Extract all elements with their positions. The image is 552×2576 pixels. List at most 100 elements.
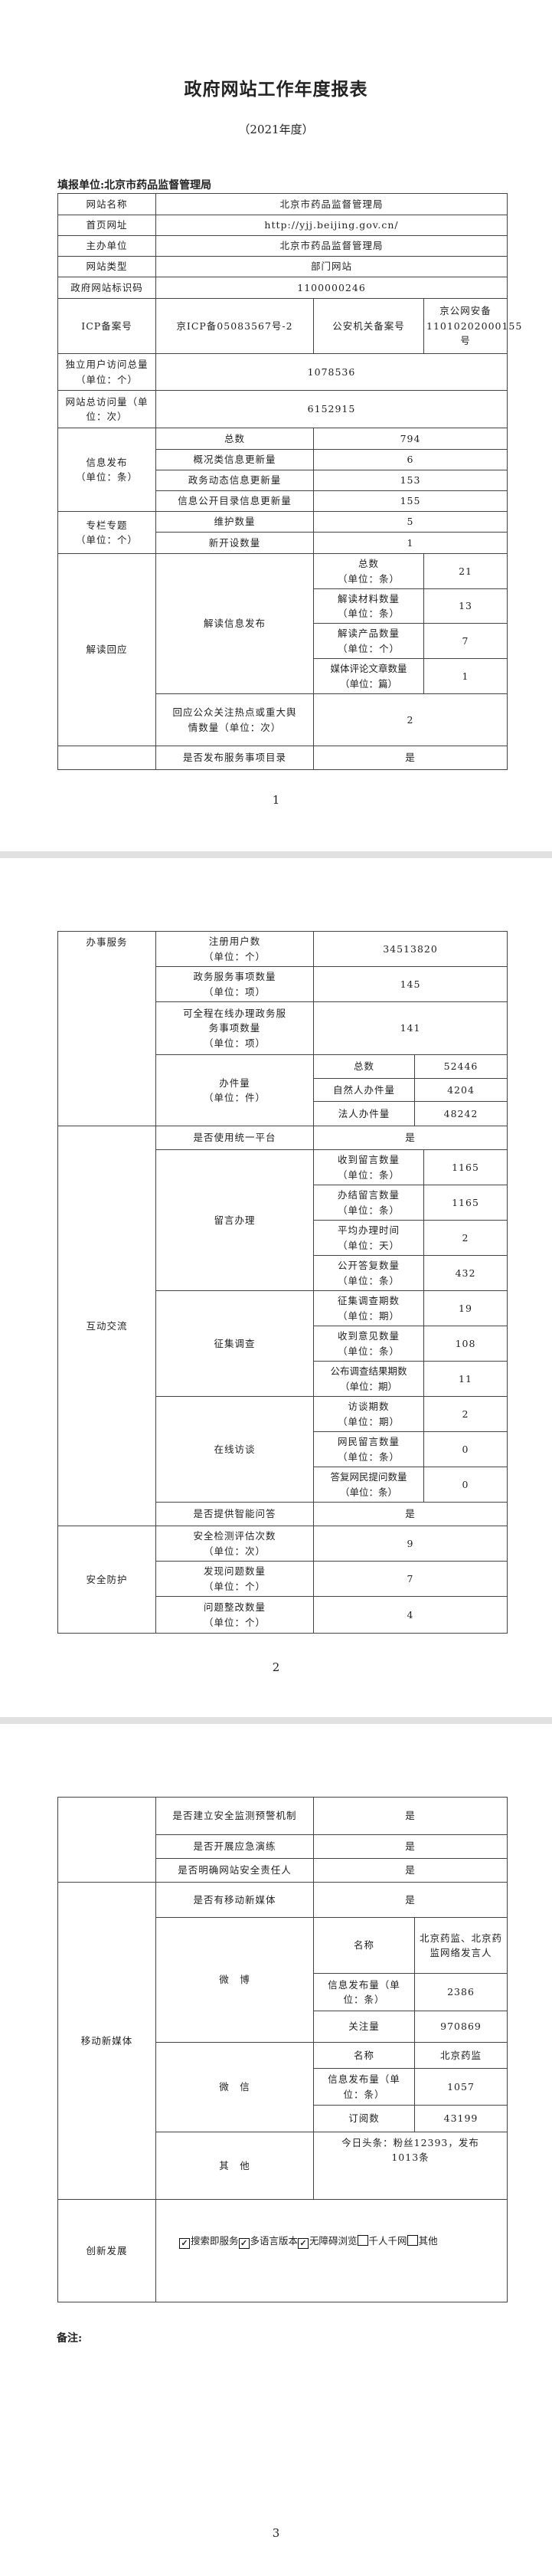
report-table-page-2: 办事服务 注册用户数 （单位：个） 34513820 政务服务事项数量 （单位：项） 14… xyxy=(57,931,508,1634)
row-security: 问题整改数量 （单位：个） 4 xyxy=(58,1596,508,1634)
checkbox-icon[interactable] xyxy=(407,2234,418,2246)
value: 9 xyxy=(312,1526,508,1562)
row-columns: 新开设数量 1 xyxy=(58,532,508,554)
filling-unit: 填报单位:北京市药品监督管理局 xyxy=(57,179,212,192)
sub-group-label: 解读信息发布 xyxy=(155,553,314,694)
label: 名称 xyxy=(313,2042,415,2069)
row-messages: 办结留言数量 （单位：条） 1165 xyxy=(58,1185,508,1221)
checkbox-icon[interactable]: ✓ xyxy=(238,2237,250,2249)
value: 是 xyxy=(312,1882,508,1918)
report-table-page-1: 网站名称 北京市药品监督管理局 首页网址 http://yjj.beijing.go… xyxy=(57,193,521,770)
label: 政务动态信息更新量 xyxy=(155,470,314,491)
page-separator xyxy=(0,1717,552,1724)
page-number: 2 xyxy=(272,1660,280,1674)
value: 北京市药品监督管理局 xyxy=(155,235,508,257)
row-wechat: 订阅数 43199 xyxy=(58,2105,508,2132)
row-homepage: 首页网址 http://yjj.beijing.gov.cn/ xyxy=(57,215,508,236)
group-label: 信息发布 （单位：条） xyxy=(57,428,156,512)
value: 2 xyxy=(423,1396,508,1432)
page-number: 3 xyxy=(272,2526,280,2540)
label: 信息发布量（单位：条） xyxy=(313,2068,415,2106)
label: 网民留言数量 （单位：条） xyxy=(313,1431,424,1467)
checkbox-option[interactable]: ✓ 无障碍浏览 xyxy=(298,2235,358,2249)
checkbox-icon[interactable]: ✓ xyxy=(298,2237,309,2249)
label: 是否建立安全监测预警机制 xyxy=(155,1797,314,1835)
value: 2 xyxy=(312,693,508,746)
value: 48242 xyxy=(413,1101,508,1126)
homepage-link[interactable]: http://yjj.beijing.gov.cn/ xyxy=(155,215,508,236)
row-security-more: 是否开展应急演练是 xyxy=(58,1834,508,1859)
row-interpret: 媒体评论文章数量 （单位：篇） 1 xyxy=(58,658,508,694)
row-site-type: 网站类型 部门网站 xyxy=(57,256,508,277)
sub-group-label: 其 他 xyxy=(155,2132,314,2200)
label: 网站总访问量（单位：次） xyxy=(57,390,156,428)
label: 首页网址 xyxy=(57,215,156,236)
group-label: 移动新媒体 xyxy=(57,1882,156,2200)
value: 34513820 xyxy=(312,931,508,967)
group-label: 专栏专题 （单位：个） xyxy=(57,511,156,554)
value: 1 xyxy=(423,658,508,694)
label: 网站名称 xyxy=(57,193,156,215)
checkbox-option[interactable]: 千人千网 xyxy=(357,2234,407,2247)
sub-group-label: 微 信 xyxy=(155,2042,314,2132)
row-icp: ICP备案号 京ICP备05083567号-2 公安机关备案号 京公网安备110102… xyxy=(57,298,521,354)
row-interview: 在线访谈 访谈期数 （单位：期） 2 xyxy=(58,1396,508,1503)
label: 公开答复数量 （单位：条） xyxy=(313,1255,424,1291)
label: 信息公开目录信息更新量 xyxy=(155,490,314,512)
value: 是 xyxy=(312,1834,508,1859)
group-label: 办事服务 xyxy=(57,931,156,1126)
label: 可全程在线办理政务服务事项数量 （单位：项） xyxy=(155,1001,314,1055)
value: 京ICP备05083567号-2 xyxy=(155,298,314,354)
value: 6 xyxy=(312,449,508,470)
checkbox-option[interactable]: ✓ 搜索即服务 xyxy=(179,2235,239,2249)
label: 网站类型 xyxy=(57,256,156,277)
row-sponsor: 主办单位 北京市药品监督管理局 xyxy=(57,235,508,257)
value: 432 xyxy=(423,1255,508,1291)
label: 政务服务事项数量 （单位：项） xyxy=(155,966,314,1002)
row-interview: 答复网民提问数量 （单位：条） 0 xyxy=(58,1467,508,1503)
report-table-page-3: 是否建立安全监测预警机制是 是否开展应急演练是 是否明确网站安全责任人是 移动新… xyxy=(57,1797,508,2302)
label: 安全检测评估次数 （单位：次） xyxy=(155,1526,314,1562)
label: 媒体评论文章数量 （单位：篇） xyxy=(313,658,424,694)
label: 回应公众关注热点或重大舆情数量（单位：次） xyxy=(155,693,314,746)
checkbox-option[interactable]: ✓ 多语言版本 xyxy=(238,2235,298,2249)
label: 概况类信息更新量 xyxy=(155,449,314,470)
value: 是 xyxy=(312,746,508,770)
row-info-publish: 信息公开目录信息更新量 155 xyxy=(58,490,508,512)
label: 解读材料数量 （单位：条） xyxy=(313,588,424,624)
value: 0 xyxy=(423,1431,508,1467)
value: 6152915 xyxy=(155,390,508,428)
label: 独立用户访问总量（单位：个） xyxy=(57,353,156,391)
value: 11 xyxy=(423,1361,508,1397)
row-service: 办事服务 注册用户数 （单位：个） 34513820 xyxy=(57,931,508,1126)
label: 收到意见数量 （单位：条） xyxy=(313,1326,424,1362)
value: 1100000246 xyxy=(155,277,508,299)
row-interpret: 解读材料数量 （单位：条） 13 xyxy=(58,588,508,624)
row-has-mobile: 移动新媒体 是否有移动新媒体是 xyxy=(57,1882,508,2200)
value: 52446 xyxy=(413,1054,508,1079)
label: 解读产品数量 （单位：个） xyxy=(313,623,424,659)
value: 北京药监 xyxy=(413,2042,508,2069)
value: 4 xyxy=(312,1596,508,1634)
row-security: 安全防护 安全检测评估次数 （单位：次） 9 xyxy=(57,1526,508,1634)
row-site-code: 政府网站标识码 1100000246 xyxy=(57,277,508,299)
value: 是 xyxy=(312,1502,508,1526)
label: 答复网民提问数量 （单位：条） xyxy=(313,1467,424,1503)
value: 4204 xyxy=(413,1078,508,1102)
row-cases: 法人办件量 48242 xyxy=(58,1101,508,1126)
checkbox-icon[interactable] xyxy=(357,2234,368,2246)
value: 1078536 xyxy=(155,353,508,391)
row-messages: 公开答复数量 （单位：条） 432 xyxy=(58,1255,508,1291)
row-survey: 征集调查 征集调查期数 （单位：期） 19 xyxy=(58,1290,508,1397)
label: 公布调查结果期数 （单位：期） xyxy=(313,1361,424,1397)
label: 主办单位 xyxy=(57,235,156,257)
value: 北京市药品监督管理局 xyxy=(155,193,508,215)
label: 是否明确网站安全责任人 xyxy=(155,1858,314,1883)
checkbox-icon[interactable]: ✓ xyxy=(179,2237,190,2249)
value: 1165 xyxy=(423,1185,508,1221)
innovation-options: ✓ 搜索即服务 ✓ 多语言版本 ✓ 无障碍浏览 千人千网 其他 xyxy=(155,2199,508,2302)
value: 2386 xyxy=(413,1973,508,2011)
label: 问题整改数量 （单位：个） xyxy=(155,1596,314,1634)
checkbox-option[interactable]: 其他 xyxy=(407,2234,438,2247)
row-weibo: 微 博名称 北京药监、北京药监网络发言人 xyxy=(58,1917,508,2043)
